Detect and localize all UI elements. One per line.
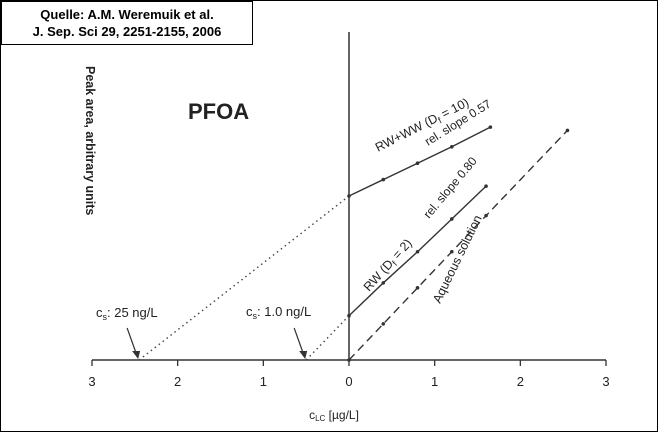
x-tick-label: 3 [88, 374, 95, 389]
x-tick-label: 2 [517, 374, 524, 389]
series-label-rw: RW (Df = 2) [361, 236, 416, 295]
series-label-rw-sub: f [390, 259, 399, 268]
annotation-cs-1-sub: s [253, 311, 258, 321]
data-point [347, 313, 351, 318]
annotation-arrows [126, 327, 308, 359]
x-tick-label: 3 [602, 374, 609, 389]
x-ticks: 3 2 1 0 1 2 3 [88, 360, 610, 389]
series-label-aqueous: Aqueous solution [430, 213, 485, 305]
x-tick-label: 0 [345, 374, 352, 389]
series-lines [138, 126, 568, 361]
annotation-arrow-head-0 [132, 351, 141, 359]
x-tick-label: 2 [174, 374, 181, 389]
data-point [450, 145, 454, 149]
x-axis-label-sub: LC [315, 414, 325, 423]
data-point [347, 358, 351, 362]
x-axis-label-symbol: c [309, 408, 315, 422]
x-axis-label: cLC [µg/L] [309, 408, 359, 423]
annotation-cs-1-symbol: c [246, 304, 253, 319]
data-point [347, 194, 351, 198]
y-axis-label: Peak area, arbitrary units [83, 66, 97, 215]
annotation-cs-25: cs: 25 ng/L [96, 305, 158, 322]
x-axis-label-unit: [µg/L] [325, 408, 359, 422]
data-point [484, 213, 488, 218]
data-point [488, 125, 493, 129]
x-tick-label: 1 [260, 374, 267, 389]
chart-title: PFOA [188, 99, 249, 124]
source-line-2: J. Sep. Sci 29, 2251-2155, 2006 [32, 24, 222, 39]
data-point [484, 184, 488, 188]
data-point [565, 128, 570, 133]
data-point [415, 249, 420, 254]
series-label-rw-ww-sub: f [436, 115, 443, 125]
annotation-cs-25-symbol: c [96, 305, 103, 320]
data-point [450, 249, 454, 254]
data-point [381, 281, 386, 285]
series-line-2 [348, 129, 568, 361]
x-tick-label: 1 [431, 374, 438, 389]
slope-label-rw: rel. slope 0.80 [421, 154, 480, 221]
source-line-1: Quelle: A.M. Weremuik et al. [40, 7, 214, 22]
data-point [450, 217, 454, 221]
data-points [347, 125, 570, 362]
extrapolation-line-0 [138, 195, 350, 361]
extrapolation-line-1 [305, 315, 350, 361]
data-point [415, 161, 420, 165]
annotation-arrow-head-1 [299, 351, 308, 359]
annotation-cs-1-rest: : 1.0 ng/L [257, 304, 311, 319]
data-point [381, 322, 386, 326]
annotation-cs-1: cs: 1.0 ng/L [246, 304, 311, 321]
annotation-cs-25-sub: s [103, 312, 108, 322]
data-point [381, 177, 386, 182]
annotation-cs-25-rest: : 25 ng/L [107, 305, 158, 320]
data-point [415, 286, 420, 290]
source-citation-box: Quelle: A.M. Weremuik et al. J. Sep. Sci… [1, 1, 253, 45]
